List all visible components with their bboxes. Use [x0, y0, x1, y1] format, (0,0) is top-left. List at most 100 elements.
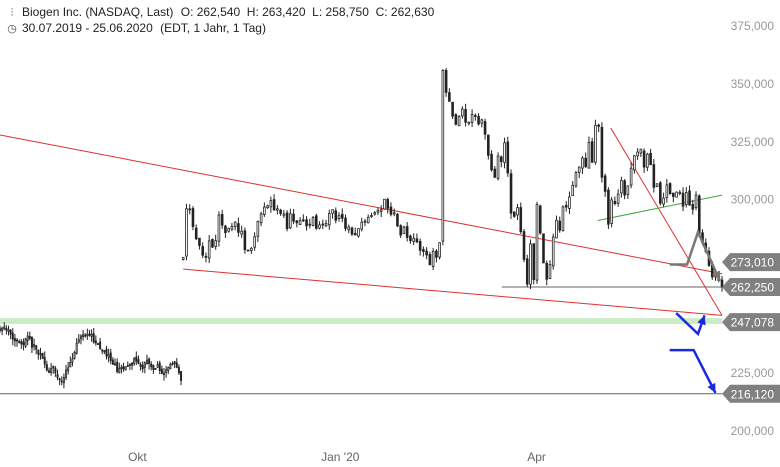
candle-body: [163, 372, 165, 376]
candle-body: [5, 328, 8, 331]
candle-body: [285, 212, 289, 230]
candle-body: [681, 192, 685, 207]
candle-body: [350, 227, 354, 235]
candle-body: [198, 237, 201, 246]
candle-body: [99, 341, 102, 350]
candle-body: [613, 200, 617, 205]
candle-body: [67, 367, 70, 372]
candle-body: [118, 367, 121, 373]
candle-body: [308, 223, 312, 226]
candle-body: [470, 114, 474, 123]
candle-body: [269, 200, 273, 208]
candle-body: [500, 156, 503, 162]
instrument-title: Biogen Inc. (NASDAQ, Last): [22, 5, 174, 19]
candle-body: [538, 205, 542, 234]
candle-body: [28, 336, 31, 339]
candle-body: [665, 184, 669, 198]
candle-body: [103, 350, 106, 353]
candle-body: [58, 378, 61, 381]
candle-body: [94, 340, 97, 344]
candle-body: [139, 364, 142, 367]
candle-body: [402, 226, 406, 235]
candle-body: [409, 235, 412, 242]
candle-body: [555, 219, 558, 239]
candle-body: [131, 362, 134, 366]
candle-body: [694, 194, 698, 209]
trendline-red: [610, 127, 723, 316]
candle-body: [415, 238, 419, 243]
candle-body: [545, 262, 549, 280]
arrowhead-blue: [707, 382, 716, 393]
candle-body: [477, 115, 480, 125]
candle-body: [435, 250, 438, 258]
candle-body: [594, 125, 597, 163]
candle-body: [568, 196, 571, 209]
candle-body: [150, 363, 153, 368]
candle-body: [109, 352, 112, 361]
candle-body: [111, 359, 114, 365]
candle-body: [425, 250, 428, 256]
candle-body: [639, 148, 643, 154]
candle-body: [493, 168, 497, 178]
projection-arrow-blue: [669, 348, 717, 394]
candle-body: [590, 141, 594, 163]
candle-body: [224, 225, 227, 233]
candle-body: [233, 221, 237, 228]
candle-body: [405, 226, 409, 238]
candle-body: [84, 334, 87, 337]
candle-body: [82, 334, 85, 337]
candle-body: [662, 197, 665, 205]
candle-body: [101, 349, 104, 352]
candle-body: [56, 373, 59, 378]
candle-body: [48, 370, 50, 373]
candle-body: [315, 215, 318, 229]
candle-body: [581, 157, 584, 169]
candle-body: [646, 153, 649, 168]
trendline-green: [597, 194, 723, 222]
candle-body: [22, 341, 25, 346]
candle-body: [24, 338, 27, 347]
candle-body: [344, 217, 347, 229]
candle-body: [571, 184, 574, 197]
y-tick-label: 200,000: [731, 424, 775, 438]
candle-body: [181, 257, 185, 260]
candle-body: [135, 356, 138, 362]
candle-body: [217, 214, 221, 242]
candle-body: [691, 204, 695, 210]
candle-body: [298, 220, 302, 225]
candle-body: [253, 236, 256, 248]
candle-body: [363, 220, 367, 223]
x-tick-label: Okt: [128, 450, 147, 464]
candle-body: [69, 361, 72, 368]
candle-body: [96, 343, 99, 346]
candle-body: [652, 164, 656, 188]
candle-body: [629, 167, 633, 186]
candle-body: [204, 255, 208, 258]
candle-body: [50, 368, 53, 373]
candle-body: [542, 233, 545, 264]
candle-body: [73, 351, 76, 359]
candle-body: [243, 230, 247, 251]
candle-body: [655, 183, 659, 187]
projection-arrow-gray: [669, 228, 721, 282]
candlestick-icon: ⫶︎: [10, 7, 14, 19]
support-band: [0, 318, 722, 324]
candle-body: [347, 226, 351, 231]
candle-body: [305, 219, 308, 227]
candle-body: [457, 116, 461, 127]
candle-body: [366, 216, 370, 224]
candle-body: [688, 190, 691, 206]
candle-body: [30, 336, 33, 348]
candle-body: [360, 221, 364, 230]
candle-body: [633, 155, 636, 171]
candle-body: [668, 183, 672, 195]
candle-body: [383, 198, 386, 210]
candle-body: [519, 207, 523, 233]
candle-body: [503, 142, 506, 163]
candle-body: [659, 182, 662, 204]
candle-body: [256, 221, 260, 237]
candle-body: [169, 364, 172, 370]
candle-body: [392, 212, 396, 215]
candle-body: [43, 357, 46, 365]
y-tick-label: 375,000: [731, 19, 775, 33]
